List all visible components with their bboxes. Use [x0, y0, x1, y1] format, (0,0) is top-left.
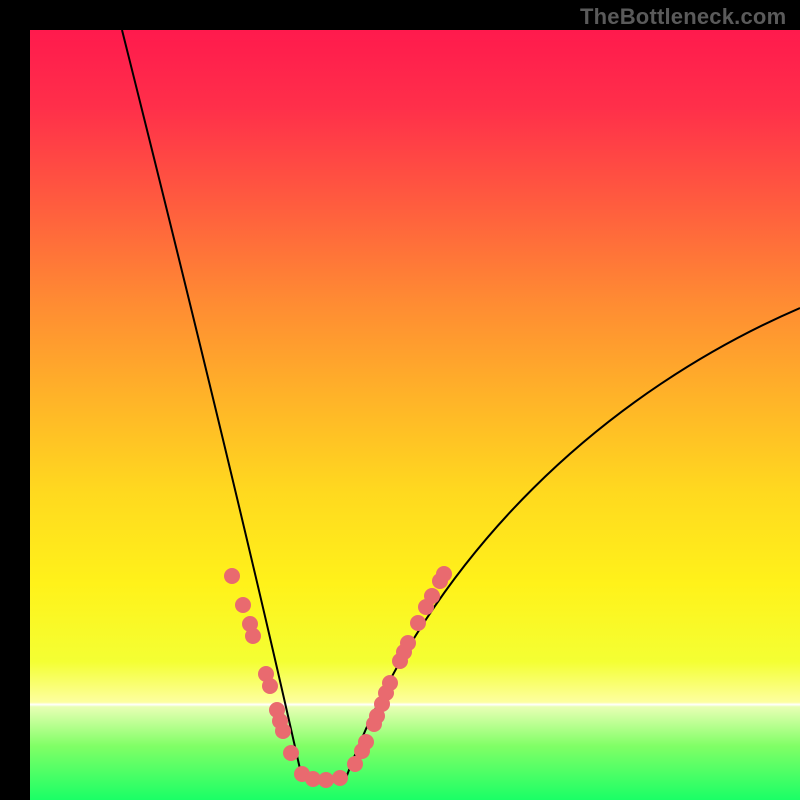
- scatter-point: [235, 597, 251, 613]
- scatter-point: [275, 723, 291, 739]
- scatter-point: [245, 628, 261, 644]
- scatter-point: [224, 568, 240, 584]
- chart-svg: [30, 30, 800, 800]
- gradient-background: [30, 30, 800, 800]
- scatter-point: [400, 635, 416, 651]
- watermark-text: TheBottleneck.com: [580, 4, 786, 30]
- scatter-point: [424, 588, 440, 604]
- scatter-point: [283, 745, 299, 761]
- plot-area: [30, 30, 800, 800]
- scatter-point: [382, 675, 398, 691]
- scatter-point: [410, 615, 426, 631]
- scatter-point: [332, 770, 348, 786]
- scatter-point: [318, 772, 334, 788]
- scatter-point: [262, 678, 278, 694]
- scatter-point: [358, 734, 374, 750]
- scatter-point: [436, 566, 452, 582]
